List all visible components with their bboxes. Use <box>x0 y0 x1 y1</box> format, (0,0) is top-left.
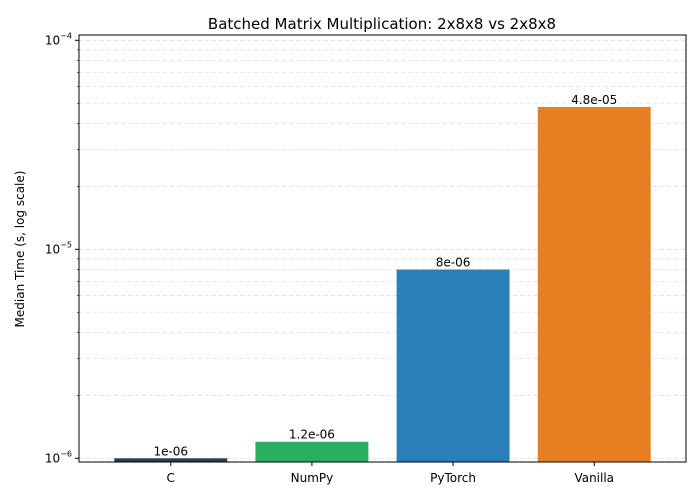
y-axis-label: Median Time (s, log scale) <box>13 171 27 328</box>
y-tick-label: 10−4 <box>45 31 72 47</box>
data-labels: 1e-06 1.2e-06 8e-06 4.8e-05 <box>153 93 617 458</box>
data-label: 8e-06 <box>436 256 471 270</box>
data-label: 1.2e-06 <box>289 428 335 442</box>
y-tick-label-base: 10 <box>45 451 60 465</box>
bar-numpy <box>255 441 369 462</box>
bar-c <box>114 458 228 462</box>
bar-vanilla <box>537 106 651 463</box>
y-tick-label: 10−5 <box>45 240 72 256</box>
x-tick-label: Vanilla <box>574 471 614 485</box>
x-axis: C NumPy PyTorch Vanilla <box>167 462 614 485</box>
y-tick-label-exponent: −5 <box>60 240 72 249</box>
data-label: 4.8e-05 <box>571 93 617 107</box>
y-tick-label-exponent: −4 <box>60 31 72 40</box>
y-tick-label-base: 10 <box>45 242 60 256</box>
plot-frame <box>78 34 687 463</box>
y-tick-label-exponent: −6 <box>60 449 72 458</box>
y-axis: 10−610−510−4 <box>45 31 79 465</box>
bar-pytorch <box>396 269 510 462</box>
data-label: 1e-06 <box>153 444 188 458</box>
y-tick-label-base: 10 <box>45 33 60 47</box>
x-tick-label: NumPy <box>291 471 334 485</box>
bars <box>114 106 651 463</box>
x-tick-label: C <box>167 471 175 485</box>
chart-title: Batched Matrix Multiplication: 2x8x8 vs … <box>208 15 556 33</box>
y-tick-label: 10−6 <box>45 449 72 465</box>
x-tick-label: PyTorch <box>430 471 476 485</box>
